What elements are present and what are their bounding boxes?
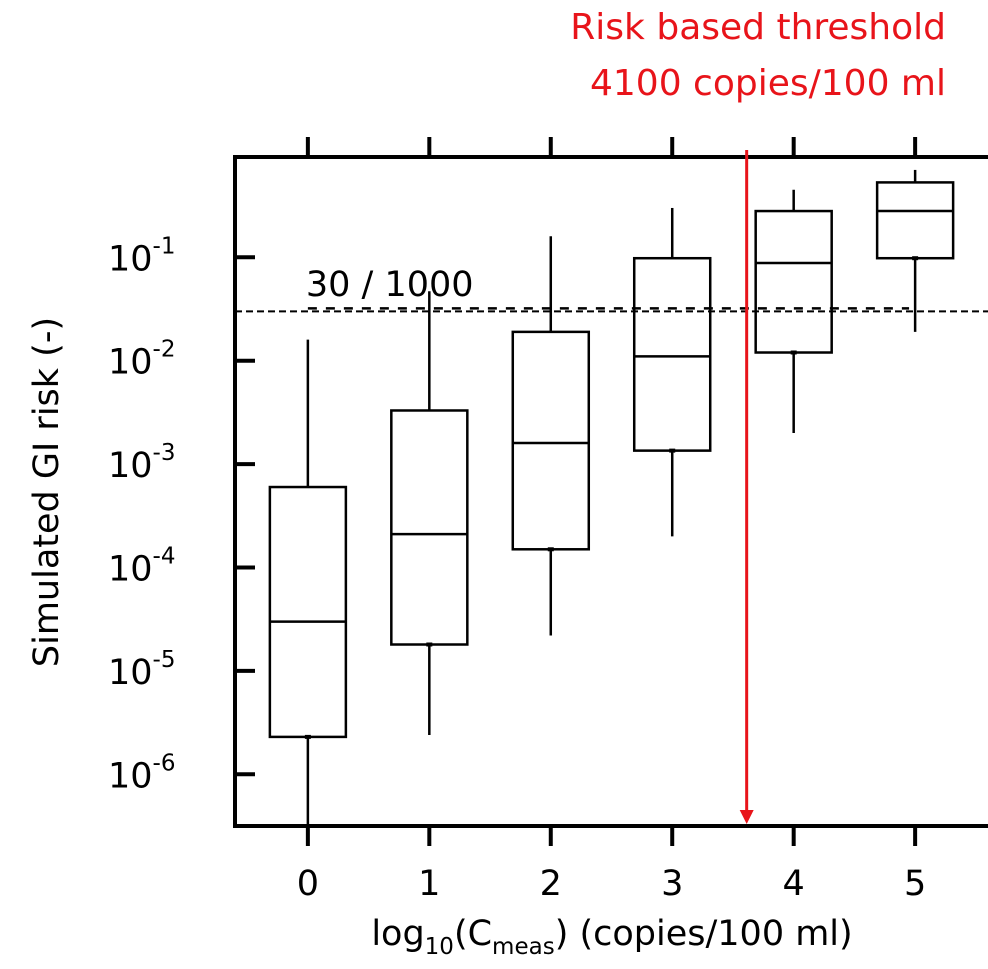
x-tick-marks (305, 137, 918, 846)
x-tick-label-1: 1 (418, 864, 440, 904)
y-tick-label--5: 10-5 (108, 647, 175, 693)
x-tick-labels: 0 1 2 3 4 5 (297, 864, 927, 904)
box-2-iqr (511, 330, 591, 551)
y-tick-label--2: 10-2 (108, 337, 175, 383)
box-1-iqr (390, 409, 469, 646)
threshold-label-line2: 4100 copies/100 ml (590, 63, 946, 104)
y-axis-title: Simulated GI risk (-) (27, 317, 67, 667)
y-tick-label--1: 10-1 (108, 233, 175, 279)
y-tick-labels: 10-1 10-2 10-3 10-4 10-5 10-6 (108, 233, 175, 796)
x-tick-label-5: 5 (904, 864, 926, 904)
box-0 (268, 339, 348, 829)
x-axis-title-suffix: ) (copies/100 ml) (555, 914, 853, 954)
box-5-iqr (875, 181, 955, 260)
y-tick-label--3: 10-3 (108, 440, 175, 486)
x-axis-title-mid: (C (454, 914, 492, 954)
box-0-iqr (268, 485, 348, 739)
x-axis-title-prefix-sub: 10 (425, 934, 454, 960)
threshold-arrowhead (739, 810, 754, 824)
x-tick-label-0: 0 (297, 864, 319, 904)
x-axis-title-prefix: log (371, 914, 424, 954)
x-tick-label-2: 2 (540, 864, 562, 904)
threshold-arrow-group (739, 150, 754, 824)
box-5 (875, 169, 955, 332)
box-4 (754, 189, 833, 433)
box-4-iqr (754, 209, 833, 354)
box-1 (390, 291, 469, 735)
plot-frame (233, 155, 988, 828)
reference-line-label: 30 / 1000 (306, 265, 474, 305)
y-tick-label--4: 10-4 (108, 543, 175, 589)
x-tick-label-3: 3 (661, 864, 683, 904)
box-2 (511, 236, 591, 636)
x-axis-title: log10(Cmeas) (copies/100 ml) (371, 914, 852, 960)
y-tick-label--6: 10-6 (108, 750, 175, 796)
box-3-iqr (632, 256, 712, 452)
box-3 (632, 207, 712, 537)
reference-line-group: 30 / 1000 (235, 265, 988, 313)
box-series (268, 169, 955, 829)
y-tick-marks (235, 255, 255, 777)
threshold-label-line1: Risk based threshold (570, 7, 946, 48)
x-tick-label-4: 4 (783, 864, 805, 904)
x-axis-title-mid-sub: meas (492, 934, 555, 960)
